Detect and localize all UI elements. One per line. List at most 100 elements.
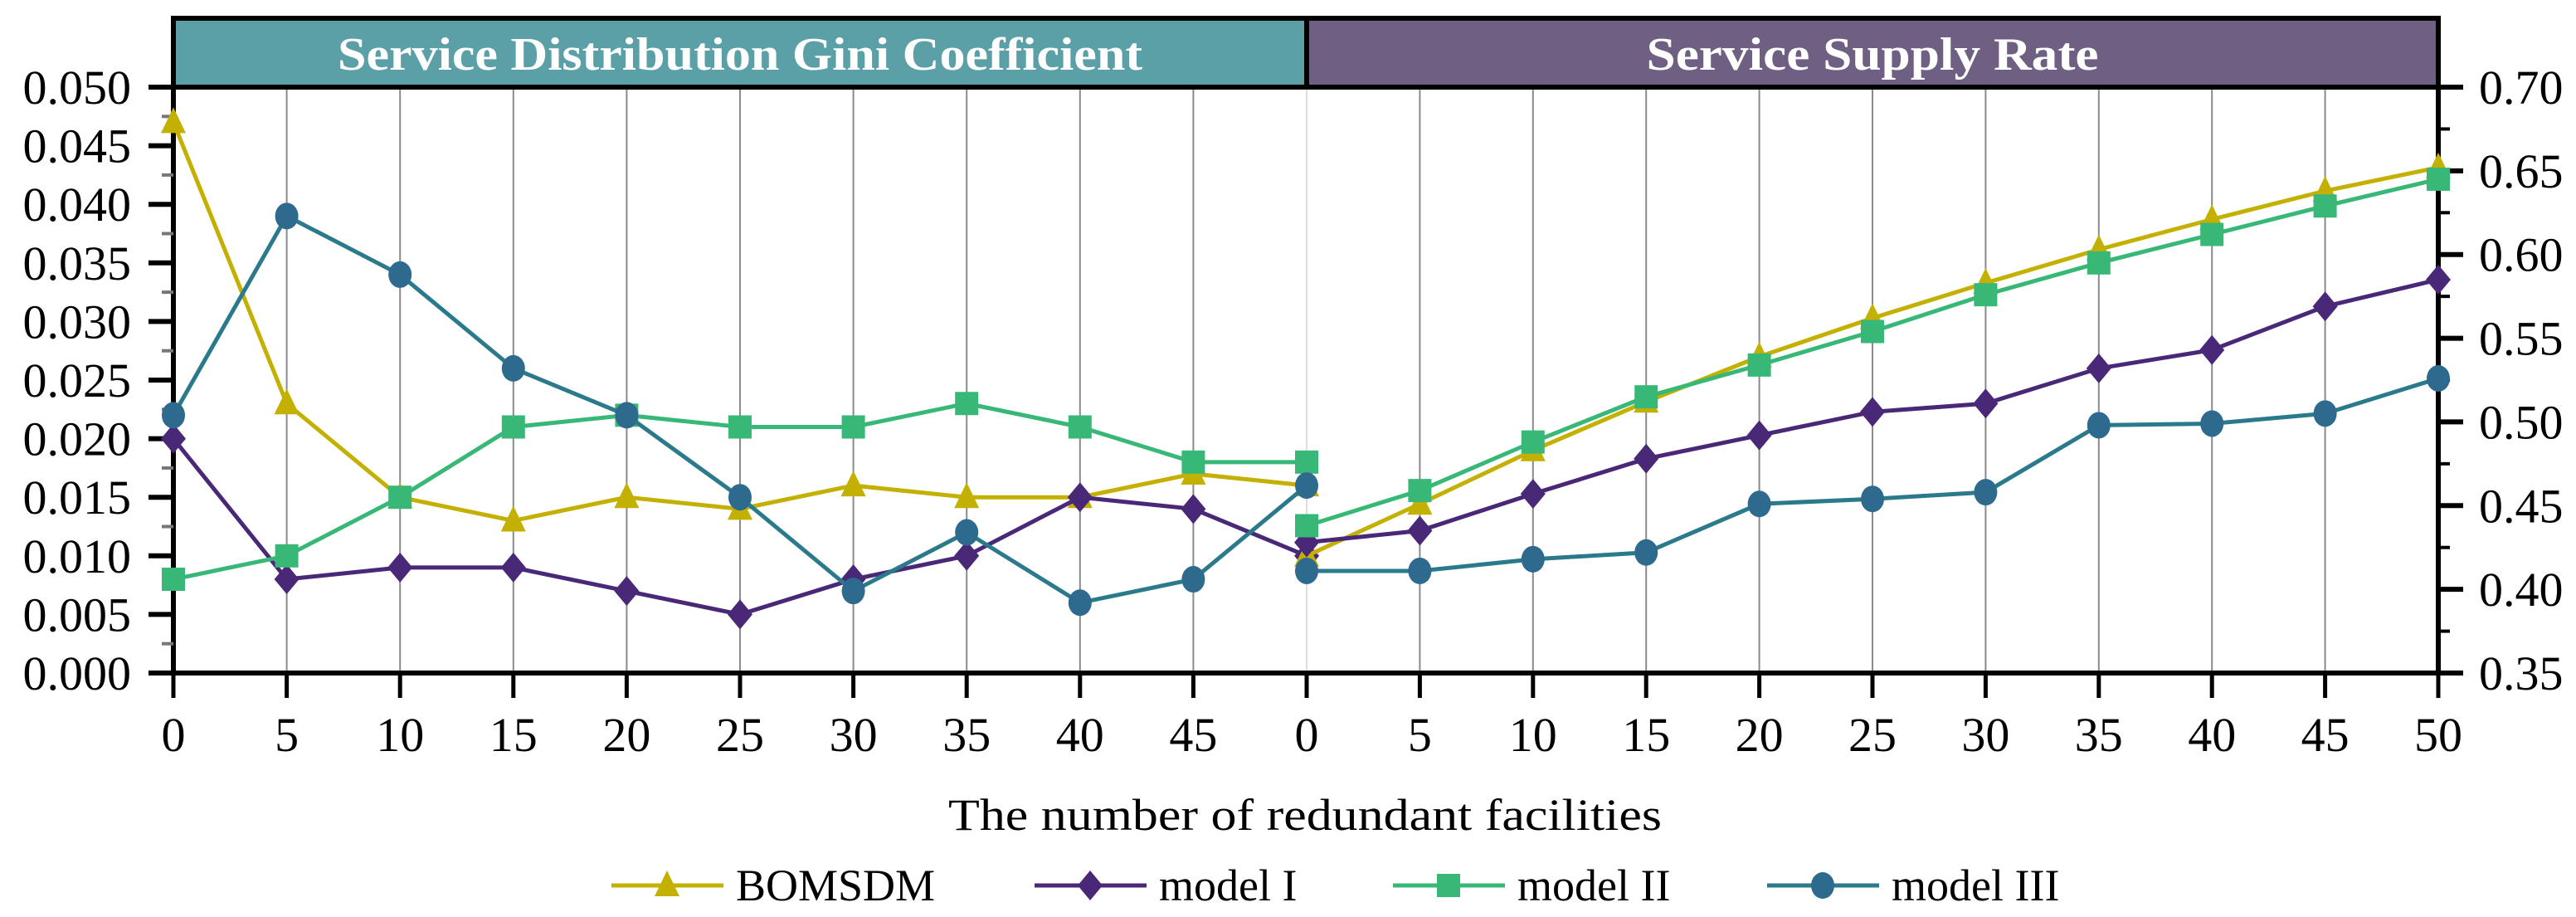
y-tick-label-left: 0.010 — [23, 529, 132, 583]
x-tick-label-right: 35 — [2075, 708, 2123, 762]
point-gini-model-i — [387, 552, 413, 583]
x-tick-label-right: 45 — [2301, 708, 2350, 762]
y-tick-label-right: 0.65 — [2479, 144, 2564, 198]
point-gini-model-i — [954, 540, 980, 571]
y-tick-label-right: 0.55 — [2479, 312, 2564, 366]
legend-label: BOMSDM — [736, 861, 935, 910]
x-tick-label-left: 5 — [275, 708, 299, 762]
point-supply-model-i — [2426, 264, 2451, 295]
point-gini-model-i — [1181, 494, 1206, 524]
point-supply-model-i — [2312, 291, 2338, 322]
x-tick-label-left: 0 — [162, 708, 186, 762]
y-tick-label-right: 0.45 — [2479, 479, 2564, 533]
legend-item-model-i: model I — [1035, 861, 1297, 910]
x-tick-label-right: 40 — [2188, 708, 2236, 762]
x-tick-label-right: 25 — [1848, 708, 1897, 762]
series-gini-model-iii — [162, 202, 1318, 617]
legend-square-icon — [1437, 874, 1460, 897]
point-supply-model-ii — [1974, 283, 1998, 307]
point-supply-model-ii — [1861, 319, 1884, 344]
x-tick-label-right: 30 — [1961, 708, 2009, 762]
series-gini-model-i — [161, 423, 1319, 630]
point-gini-model-iii — [275, 202, 299, 230]
legend: BOMSDM model I model II model III — [611, 861, 2059, 910]
legend-label: model III — [1892, 861, 2059, 910]
point-supply-model-ii — [1521, 430, 1545, 454]
point-gini-model-i — [1067, 482, 1093, 513]
point-gini-model-ii — [1181, 450, 1205, 474]
point-gini-bomsdm — [614, 482, 640, 509]
point-gini-model-iii — [1068, 589, 1092, 617]
point-gini-bomsdm — [161, 107, 186, 134]
legend-triangle-icon — [655, 871, 679, 896]
point-supply-model-ii — [1408, 479, 1432, 503]
x-tick-label-right: 50 — [2414, 708, 2462, 762]
point-gini-model-ii — [275, 544, 299, 568]
x-tick-label-left: 30 — [830, 708, 878, 762]
legend-circle-icon — [1811, 872, 1834, 899]
point-gini-model-iii — [501, 354, 525, 382]
x-tick-label-right: 15 — [1622, 708, 1670, 762]
point-gini-model-iii — [728, 484, 752, 511]
y-tick-label-left: 0.050 — [23, 61, 132, 115]
point-gini-model-i — [614, 576, 640, 607]
panel-title-supply: Service Supply Rate — [1647, 29, 2099, 80]
y-tick-label-left: 0.015 — [23, 471, 132, 524]
x-tick-label-left: 10 — [376, 708, 424, 762]
header-gini-panel — [171, 16, 1309, 90]
point-gini-model-ii — [1295, 450, 1318, 474]
point-gini-model-i — [274, 564, 299, 595]
point-supply-model-iii — [2427, 364, 2450, 392]
point-supply-model-ii — [2087, 251, 2111, 275]
header-supply-panel — [1304, 16, 2441, 90]
point-supply-model-iii — [1747, 490, 1771, 518]
series-layer — [161, 107, 2451, 630]
x-axis-label: The number of redundant facilities — [948, 790, 1662, 840]
x-tick-label-right: 20 — [1736, 708, 1784, 762]
point-supply-model-i — [1973, 388, 1999, 419]
x-tick-label-left: 25 — [716, 708, 764, 762]
series-supply-model-iii — [1295, 364, 2450, 584]
point-supply-model-iii — [1521, 545, 1545, 573]
point-supply-model-ii — [2200, 222, 2224, 246]
point-supply-model-i — [2199, 334, 2225, 365]
point-gini-model-iii — [1181, 566, 1205, 593]
point-gini-model-iii — [841, 578, 865, 605]
point-gini-model-i — [500, 552, 526, 583]
legend-label: model II — [1517, 861, 1670, 910]
point-gini-model-ii — [388, 485, 412, 510]
series-supply-model-ii — [1295, 167, 2450, 538]
point-gini-bomsdm — [500, 505, 526, 532]
point-supply-model-ii — [2313, 194, 2337, 218]
y-tick-label-left: 0.020 — [23, 412, 132, 466]
point-gini-model-ii — [728, 415, 752, 439]
point-gini-model-iii — [388, 261, 412, 288]
point-supply-model-iii — [2200, 410, 2224, 437]
x-tick-label-right: 5 — [1408, 708, 1432, 762]
point-gini-bomsdm — [274, 388, 299, 415]
point-supply-model-i — [1407, 515, 1433, 546]
point-supply-model-i — [1520, 479, 1546, 510]
axes: 0.0000.0050.0100.0150.0200.0250.0300.035… — [23, 18, 2564, 762]
y-tick-label-right: 0.60 — [2479, 228, 2564, 282]
point-supply-model-iii — [2087, 412, 2111, 439]
y-tick-label-left: 0.025 — [23, 354, 132, 407]
point-gini-model-ii — [162, 568, 185, 592]
y-tick-label-left: 0.005 — [23, 588, 132, 641]
point-supply-model-iii — [2313, 400, 2337, 427]
point-supply-model-iii — [1974, 479, 1998, 506]
point-supply-model-ii — [1295, 514, 1318, 538]
point-gini-bomsdm — [840, 471, 866, 497]
point-gini-model-iii — [162, 402, 185, 429]
series-supply-model-i — [1294, 264, 2451, 558]
point-gini-model-iii — [955, 519, 979, 546]
point-supply-model-ii — [1634, 385, 1658, 409]
y-tick-label-left: 0.000 — [23, 646, 132, 700]
legend-label: model I — [1159, 861, 1297, 910]
point-gini-model-ii — [841, 415, 865, 439]
y-tick-label-left: 0.030 — [23, 295, 132, 349]
x-tick-label-left: 20 — [602, 708, 650, 762]
x-tick-label-right: 10 — [1509, 708, 1557, 762]
y-tick-label-left: 0.035 — [23, 237, 132, 290]
